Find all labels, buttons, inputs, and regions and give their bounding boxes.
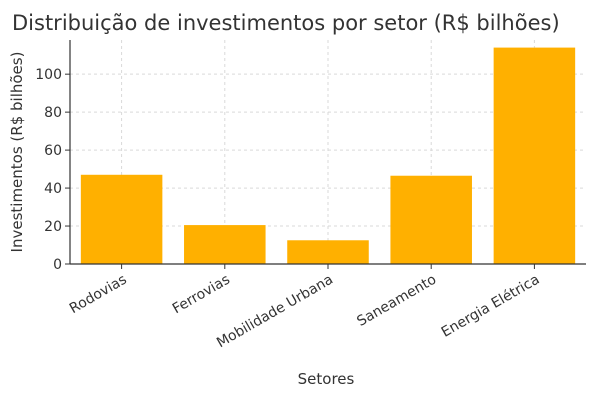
bar-rodovias <box>80 174 163 264</box>
y-ticks: 0 20 40 60 80 100 <box>35 67 70 273</box>
x-tick-label: Saneamento <box>354 272 439 330</box>
y-tick-label: 100 <box>35 67 62 83</box>
y-tick-label: 0 <box>53 257 62 273</box>
bar-mobilidade-urbana <box>287 240 369 264</box>
y-axis-label: Investimentos (R$ bilhões) <box>8 52 26 253</box>
y-tick-label: 20 <box>44 219 62 235</box>
bar-saneamento <box>390 175 472 264</box>
y-tick-label: 80 <box>44 105 62 121</box>
y-tick-label: 60 <box>44 143 62 159</box>
x-tick-label: Ferrovias <box>170 272 233 318</box>
y-tick-label: 40 <box>44 181 62 197</box>
bar-energia-elétrica <box>493 47 576 265</box>
x-tick-label: Rodovias <box>67 272 130 317</box>
x-axis-label: Setores <box>298 370 355 388</box>
x-tick-label: Energia Elétrica <box>439 272 543 341</box>
bar-ferrovias <box>184 225 266 264</box>
chart-title: Distribuição de investimentos por setor … <box>12 11 560 35</box>
x-tick-label: Mobilidade Urbana <box>214 272 336 352</box>
bars <box>80 47 576 265</box>
